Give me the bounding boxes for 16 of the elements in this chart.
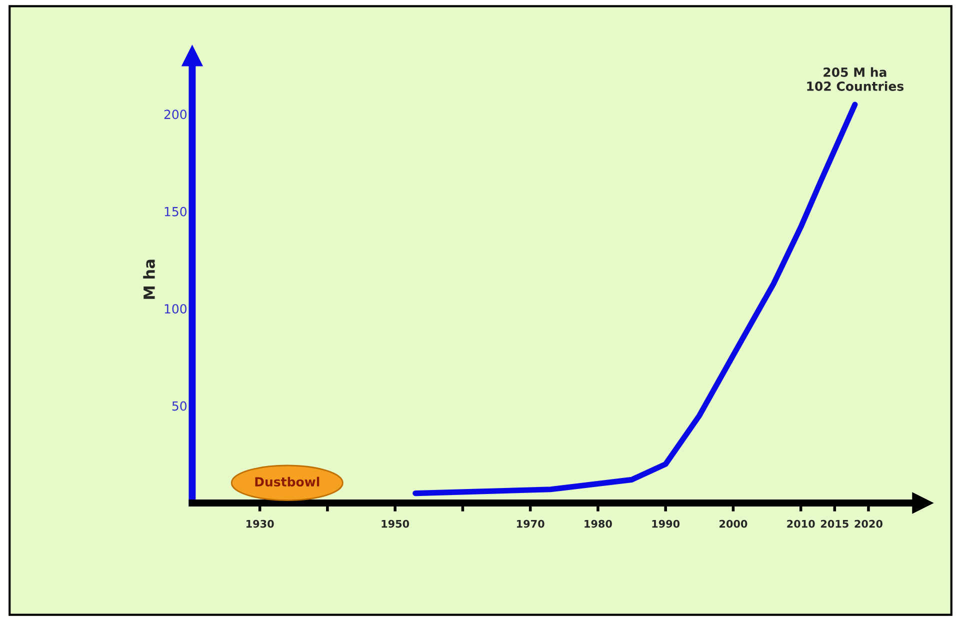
x-tick-label: 2015: [820, 520, 848, 528]
y-tick-label: 150: [164, 206, 187, 216]
x-tick-label: 1950: [382, 520, 410, 528]
x-tick-label: 2000: [720, 520, 748, 528]
y-axis-title: M ha: [143, 260, 155, 299]
y-tick-label: 50: [172, 401, 187, 411]
x-tick-label: 1970: [517, 520, 544, 528]
x-tick-label: 1990: [652, 520, 680, 528]
x-tick-label: 1930: [246, 520, 274, 528]
x-tick-label: 1980: [584, 520, 612, 528]
x-tick-label: 2010: [787, 520, 815, 528]
y-tick-label: 200: [164, 110, 187, 120]
y-tick-label: 100: [164, 304, 187, 314]
x-tick-label: 2020: [854, 520, 882, 528]
annotation: 205 M ha 102 Countries: [807, 67, 904, 91]
annotation: Dustbowl: [255, 476, 320, 487]
